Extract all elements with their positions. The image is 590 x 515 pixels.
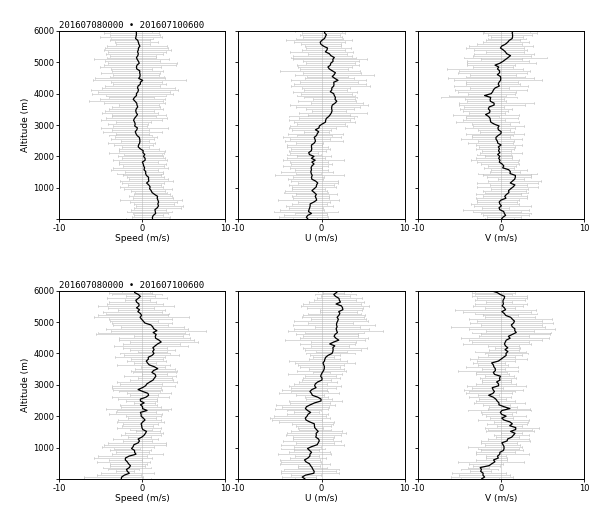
Text: 201607080000 • 201607100600: 201607080000 • 201607100600 [59, 21, 204, 30]
X-axis label: V (m/s): V (m/s) [485, 494, 517, 503]
X-axis label: Speed (m/s): Speed (m/s) [114, 234, 169, 244]
Y-axis label: Altitude (m): Altitude (m) [21, 98, 30, 152]
Text: 201607080000 • 201607100600: 201607080000 • 201607100600 [59, 281, 204, 290]
X-axis label: V (m/s): V (m/s) [485, 234, 517, 244]
X-axis label: Speed (m/s): Speed (m/s) [114, 494, 169, 503]
Y-axis label: Altitude (m): Altitude (m) [21, 357, 30, 412]
X-axis label: U (m/s): U (m/s) [305, 234, 338, 244]
X-axis label: U (m/s): U (m/s) [305, 494, 338, 503]
